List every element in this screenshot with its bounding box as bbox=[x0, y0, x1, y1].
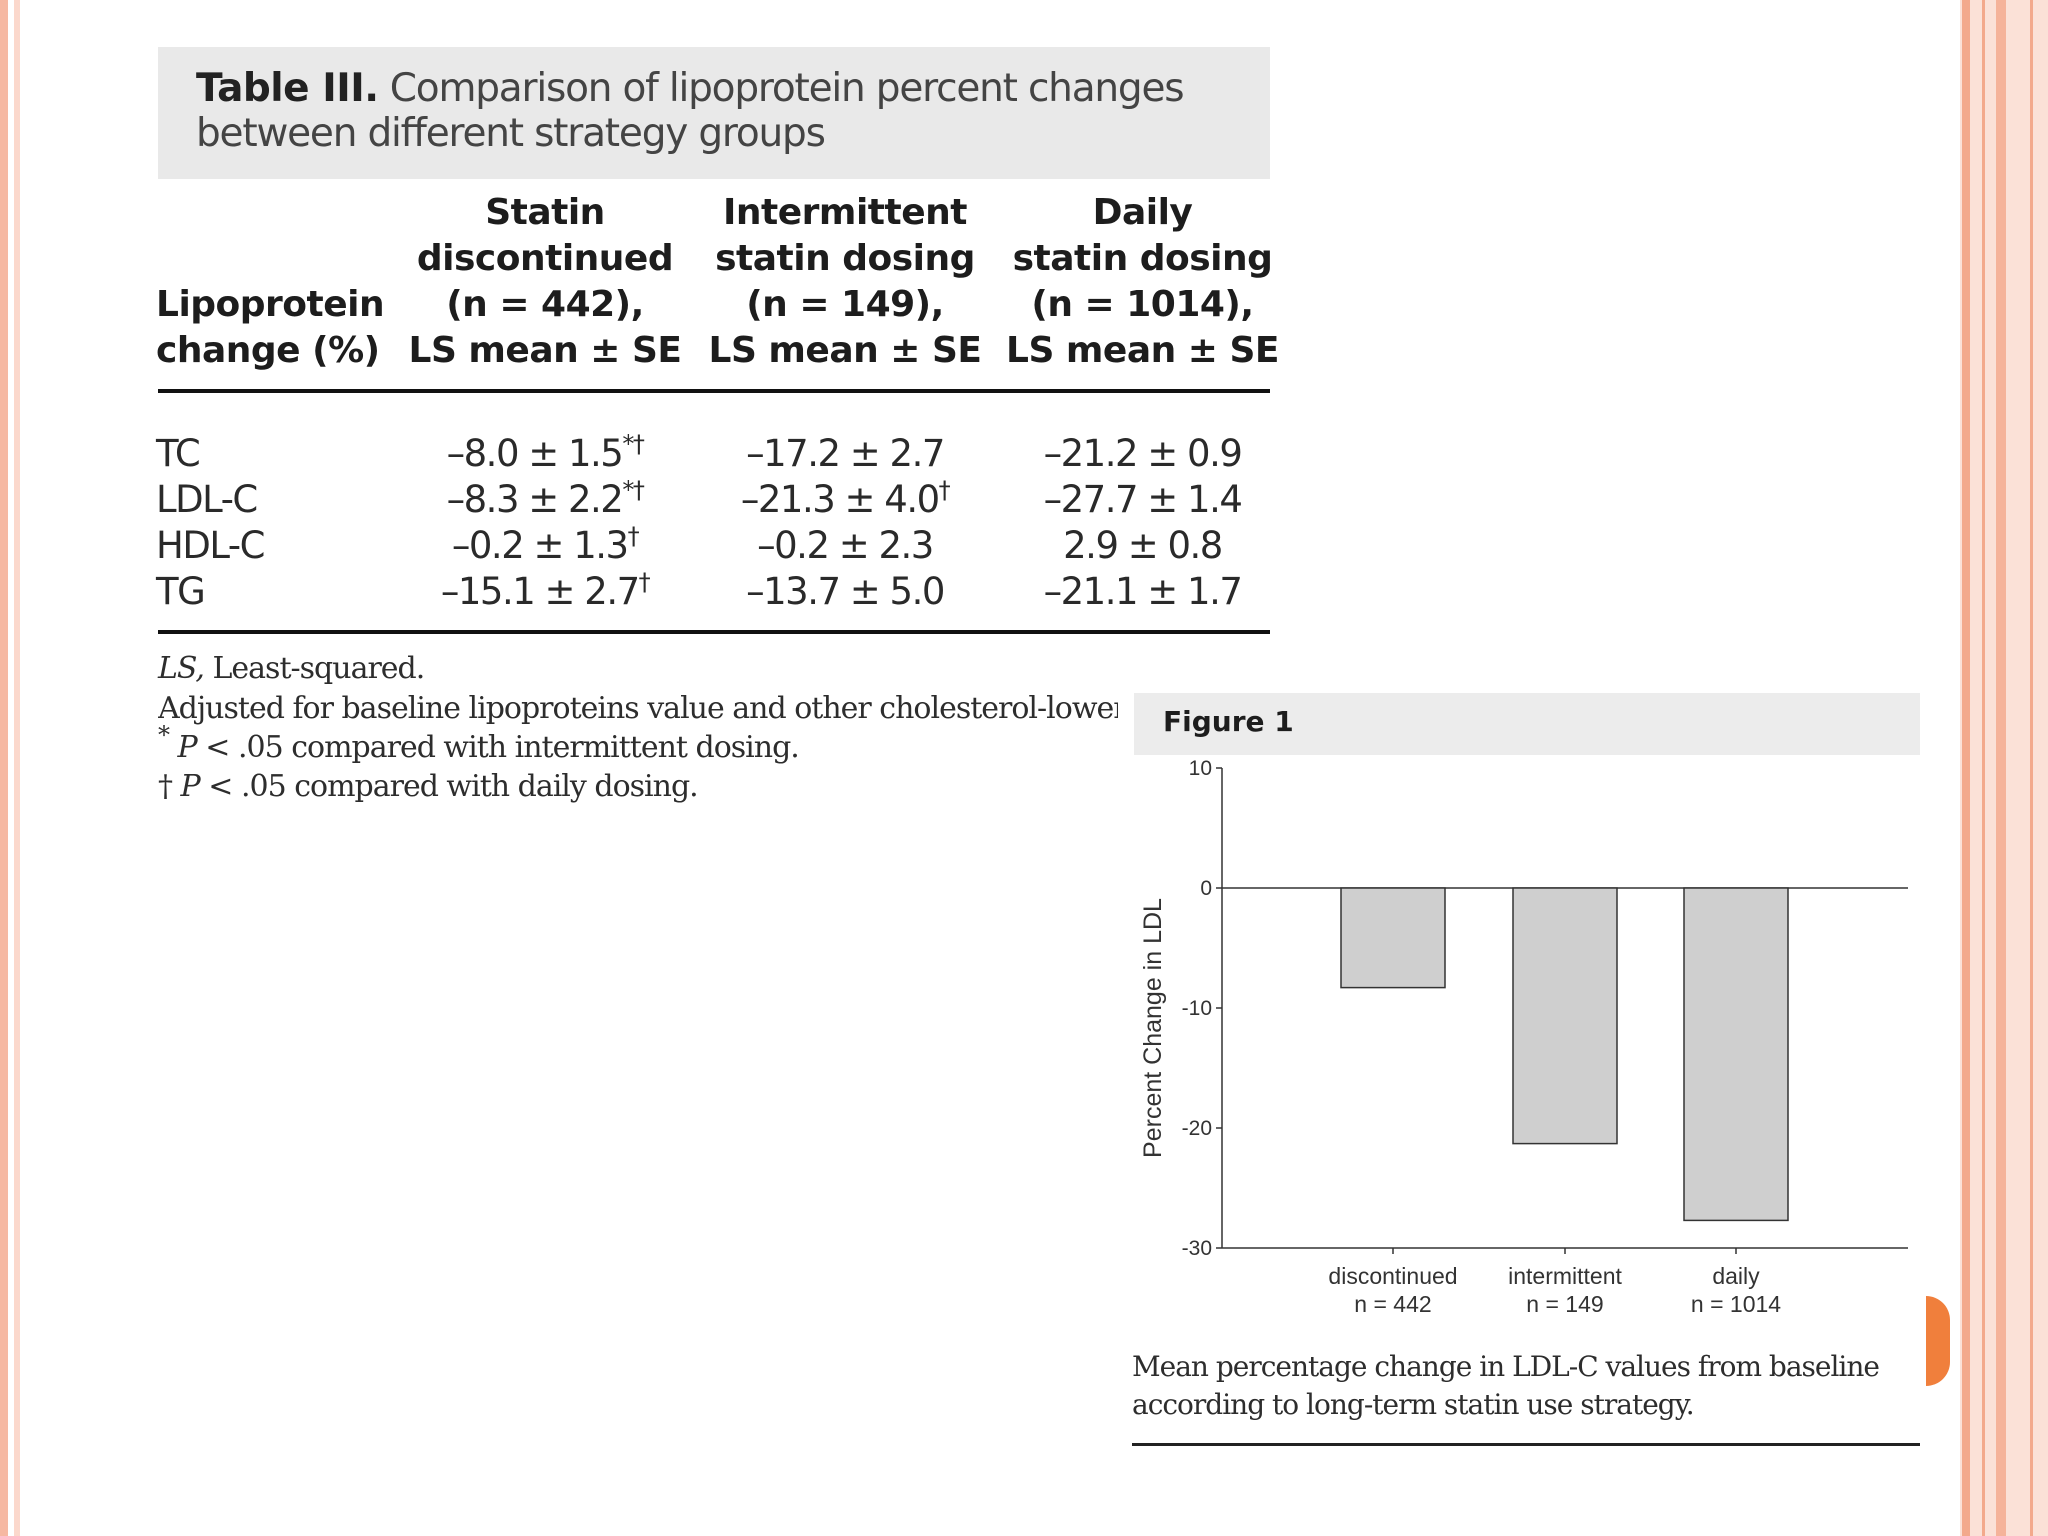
x-tick-label: daily bbox=[1712, 1263, 1760, 1289]
header-line: Statin bbox=[485, 192, 605, 233]
figure-caption: Mean percentage change in LDL-C values f… bbox=[1132, 1350, 1880, 1421]
header-line: discontinued bbox=[416, 238, 674, 279]
header-line: statin dosing bbox=[715, 238, 975, 279]
bar bbox=[1683, 887, 1789, 1222]
slide-border-right-line bbox=[1982, 0, 1985, 1536]
y-tick-label: -10 bbox=[1182, 997, 1212, 1020]
cell-tc-discontinued: –8.0 ± 1.5*† bbox=[400, 431, 690, 477]
header-line: LS mean ± SE bbox=[1006, 330, 1280, 371]
cell-significance-mark: *† bbox=[622, 430, 645, 458]
header-daily-dosing: Daily statin dosing (n = 1014), LS mean … bbox=[1000, 190, 1285, 374]
slide-border-right-line bbox=[1996, 0, 2006, 1536]
cell-hdl-discontinued: –0.2 ± 1.3† bbox=[400, 523, 690, 569]
footnote-adjusted: Adjusted for baseline lipoproteins value… bbox=[158, 691, 1118, 726]
slide-border-left-inner bbox=[14, 0, 20, 1536]
slide-border-right-line bbox=[1962, 0, 1970, 1536]
cell-value: –8.3 ± 2.2 bbox=[446, 478, 624, 521]
figure-bottom-rule bbox=[1132, 1443, 1920, 1446]
cell-tg-intermittent: –13.7 ± 5.0 bbox=[700, 569, 990, 615]
header-line: Lipoprotein bbox=[156, 284, 385, 325]
row-label-tc: TC bbox=[156, 432, 201, 475]
x-tick-sublabel: n = 1014 bbox=[1691, 1291, 1781, 1317]
footnote-symbol: * bbox=[158, 721, 170, 749]
header-line: LS mean ± SE bbox=[708, 330, 983, 371]
table-title-box bbox=[158, 47, 1270, 179]
header-line: (n = 1014), bbox=[1031, 284, 1254, 325]
cell-significance-mark: *† bbox=[622, 476, 645, 504]
cell-significance-mark: † bbox=[938, 476, 951, 504]
footnote-text: < .05 compared with daily dosing. bbox=[208, 769, 698, 804]
header-line: (n = 442), bbox=[446, 284, 644, 325]
cell-value: –8.0 ± 1.5 bbox=[446, 432, 624, 475]
row-label-tg: TG bbox=[156, 570, 206, 613]
row-label-hdl-c: HDL-C bbox=[156, 524, 265, 567]
cell-hdl-daily: 2.9 ± 0.8 bbox=[1063, 524, 1223, 567]
figure-title-box bbox=[1134, 693, 1920, 755]
cell-value: –17.2 ± 2.7 bbox=[746, 432, 945, 475]
slide-border-right-line bbox=[2030, 0, 2033, 1536]
y-axis-label: Percent Change in LDL bbox=[1139, 898, 1167, 1158]
header-lipoprotein: Lipoprotein change (%) bbox=[156, 282, 385, 374]
footnote-ls: LS, Least-squared. bbox=[158, 650, 426, 688]
header-line: change (%) bbox=[156, 330, 380, 371]
cell-value: –15.1 ± 2.7 bbox=[440, 570, 640, 613]
table-bottom-rule bbox=[158, 630, 1270, 634]
header-line: (n = 149), bbox=[746, 284, 944, 325]
table-number: Table III. bbox=[196, 66, 379, 111]
cell-hdl-intermittent: –0.2 ± 2.3 bbox=[700, 523, 990, 569]
cell-value: –21.3 ± 4.0 bbox=[740, 478, 940, 521]
header-intermittent-dosing: Intermittent statin dosing (n = 149), LS… bbox=[700, 190, 990, 374]
cell-significance-mark: † bbox=[638, 568, 651, 596]
cell-tc-daily: –21.2 ± 0.9 bbox=[1043, 432, 1243, 475]
x-tick-label: intermittent bbox=[1508, 1263, 1622, 1289]
y-tick-label: -20 bbox=[1182, 1117, 1212, 1140]
cell-value: –0.2 ± 2.3 bbox=[757, 524, 934, 567]
footnote-dagger: † P < .05 compared with daily dosing. bbox=[158, 768, 699, 806]
slide-border-left bbox=[0, 0, 8, 1536]
cell-value: –13.7 ± 5.0 bbox=[746, 570, 945, 613]
table-header-rule bbox=[158, 389, 1270, 393]
cell-ldl-daily: –27.7 ± 1.4 bbox=[1043, 478, 1243, 521]
x-tick-sublabel: n = 149 bbox=[1526, 1291, 1603, 1317]
y-tick-label: 10 bbox=[1189, 757, 1212, 780]
header-line: LS mean ± SE bbox=[408, 330, 683, 371]
cell-ldl-discontinued: –8.3 ± 2.2*† bbox=[400, 477, 690, 523]
x-tick-label: discontinued bbox=[1328, 1263, 1457, 1289]
table-caption: Comparison of lipoprotein percent change… bbox=[196, 66, 1185, 156]
bar bbox=[1340, 887, 1446, 989]
cell-ldl-intermittent: –21.3 ± 4.0† bbox=[700, 477, 990, 523]
footnote-p: P bbox=[180, 769, 201, 804]
x-tick-sublabel: n = 442 bbox=[1354, 1291, 1431, 1317]
cell-tg-discontinued: –15.1 ± 2.7† bbox=[400, 569, 690, 615]
header-line: Daily bbox=[1092, 192, 1193, 233]
footnote-abbr: LS, bbox=[158, 651, 205, 686]
cell-tg-daily: –21.1 ± 1.7 bbox=[1043, 570, 1243, 613]
footnote-text: Least-squared. bbox=[212, 651, 426, 686]
footnote-p: P bbox=[177, 730, 198, 765]
footnote-text: < .05 compared with intermittent dosing. bbox=[205, 730, 800, 765]
header-line: Intermittent bbox=[723, 192, 967, 233]
header-statin-discontinued: Statin discontinued (n = 442), LS mean ±… bbox=[400, 190, 690, 374]
cell-tc-intermittent: –17.2 ± 2.7 bbox=[700, 431, 990, 477]
header-line: statin dosing bbox=[1012, 238, 1273, 279]
figure-title: Figure 1 bbox=[1163, 705, 1294, 738]
cell-significance-mark: † bbox=[627, 522, 640, 550]
row-label-ldl-c: LDL-C bbox=[156, 478, 258, 521]
table-title: Table III. Comparison of lipoprotein per… bbox=[196, 66, 1256, 156]
bar bbox=[1512, 887, 1618, 1145]
y-tick-label: 0 bbox=[1200, 877, 1212, 900]
footnote-star: * P < .05 compared with intermittent dos… bbox=[158, 723, 800, 767]
slide-accent-tab bbox=[1926, 1296, 1950, 1386]
cell-value: –0.2 ± 1.3 bbox=[451, 524, 629, 567]
bar-chart: 10 0 -10 -20 -30 Percent Change in LDL discont… bbox=[1139, 757, 1908, 1317]
footnote-symbol: † bbox=[158, 769, 173, 804]
y-tick-label: -30 bbox=[1182, 1237, 1212, 1260]
